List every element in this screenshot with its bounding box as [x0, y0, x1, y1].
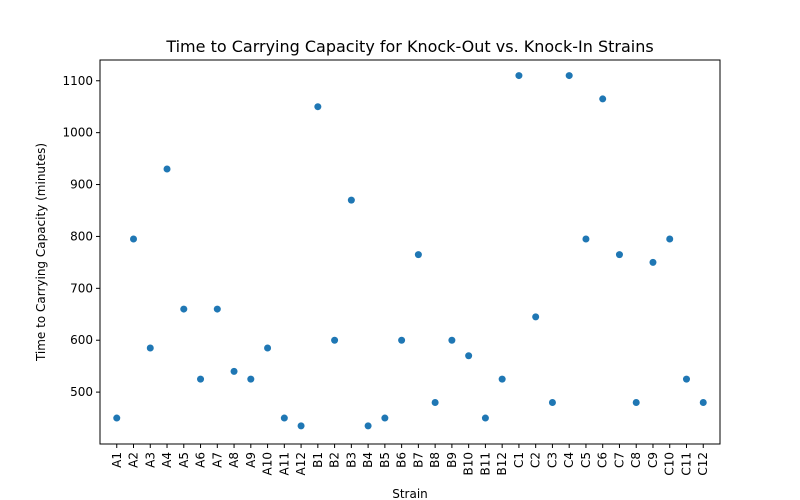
x-tick-label: C2 [529, 452, 543, 468]
data-point-a10 [264, 344, 272, 352]
x-tick-label: A11 [277, 452, 291, 475]
data-point-c4 [565, 72, 573, 80]
x-tick-label: A2 [127, 452, 141, 468]
x-tick-label: B3 [344, 452, 358, 468]
x-tick-label: A1 [110, 452, 124, 468]
data-point-b2 [331, 336, 339, 344]
data-point-b10 [465, 352, 473, 360]
data-point-c11 [682, 375, 690, 383]
x-tick-label: C11 [679, 452, 693, 476]
data-point-b3 [347, 196, 355, 204]
x-tick-label: C7 [612, 452, 626, 468]
x-tick-label: B6 [395, 452, 409, 468]
x-tick-label: B10 [462, 452, 476, 476]
y-tick-label: 600 [70, 333, 93, 347]
data-point-a8 [230, 367, 238, 375]
data-point-c1 [515, 72, 523, 80]
data-point-a11 [280, 414, 288, 422]
x-tick-label: A12 [294, 452, 308, 475]
data-point-c8 [632, 398, 640, 406]
y-tick-label: 1100 [62, 74, 93, 88]
data-points [113, 72, 707, 430]
data-point-c12 [699, 398, 707, 406]
y-axis-label: Time to Carrying Capacity (minutes) [34, 143, 48, 362]
x-tick-label: A4 [160, 452, 174, 468]
data-point-b6 [398, 336, 406, 344]
x-tick-label: A10 [261, 452, 275, 475]
data-point-a5 [180, 305, 188, 313]
y-tick-label: 500 [70, 385, 93, 399]
y-tick-label: 700 [70, 281, 93, 295]
data-point-c7 [615, 251, 623, 259]
x-tick-label: B8 [428, 452, 442, 468]
x-tick-label: C10 [663, 452, 677, 476]
x-tick-label: C8 [629, 452, 643, 468]
data-point-b7 [414, 251, 422, 259]
x-tick-label: A8 [227, 452, 241, 468]
x-tick-label: B11 [478, 452, 492, 476]
y-axis: 500 600 700 800 900 1000 1100 [62, 74, 100, 399]
data-point-a4 [163, 165, 171, 173]
x-tick-label: A5 [177, 452, 191, 468]
x-tick-label: C3 [545, 452, 559, 468]
data-point-b5 [381, 414, 389, 422]
data-point-c6 [599, 95, 607, 103]
data-point-b4 [364, 422, 372, 430]
x-tick-label: A6 [194, 452, 208, 468]
x-tick-label: A9 [244, 452, 258, 468]
data-point-a3 [146, 344, 154, 352]
x-tick-label: B4 [361, 452, 375, 468]
x-tick-label: B5 [378, 452, 392, 468]
y-tick-label: 800 [70, 229, 93, 243]
chart-title: Time to Carrying Capacity for Knock-Out … [165, 37, 653, 56]
x-tick-label: C9 [646, 452, 660, 468]
x-tick-label: B12 [495, 452, 509, 476]
x-tick-label: C6 [596, 452, 610, 468]
x-tick-label: B9 [445, 452, 459, 468]
data-point-c9 [649, 258, 657, 266]
x-tick-label: C12 [696, 452, 710, 476]
x-tick-label: A7 [210, 452, 224, 468]
x-tick-label: C4 [562, 452, 576, 468]
data-point-c2 [532, 313, 540, 321]
data-point-c10 [666, 235, 674, 243]
y-tick-label: 900 [70, 178, 93, 192]
data-point-b11 [481, 414, 489, 422]
data-point-b9 [448, 336, 456, 344]
data-point-a12 [297, 422, 305, 430]
x-tick-label: B1 [311, 452, 325, 468]
data-point-a6 [197, 375, 205, 383]
x-tick-label: A3 [143, 452, 157, 468]
data-point-b1 [314, 103, 322, 111]
data-point-a7 [213, 305, 221, 313]
x-tick-label: B2 [328, 452, 342, 468]
x-axis: A1 A2 A3 A4 A5 A6 A7 A8 A9 A10 A11 A12 B1 B2 B3 B4 B5 B6 B… [110, 444, 710, 476]
data-point-b12 [498, 375, 506, 383]
plot-area [99, 59, 721, 445]
x-tick-label: C5 [579, 452, 593, 468]
x-tick-label: B7 [411, 452, 425, 468]
data-point-a2 [130, 235, 138, 243]
x-axis-label: Strain [392, 487, 428, 500]
data-point-b8 [431, 398, 439, 406]
data-point-c3 [548, 398, 556, 406]
y-tick-label: 1000 [62, 126, 93, 140]
x-tick-label: C1 [512, 452, 526, 468]
data-point-c5 [582, 235, 590, 243]
data-point-a1 [113, 414, 121, 422]
data-point-a9 [247, 375, 255, 383]
